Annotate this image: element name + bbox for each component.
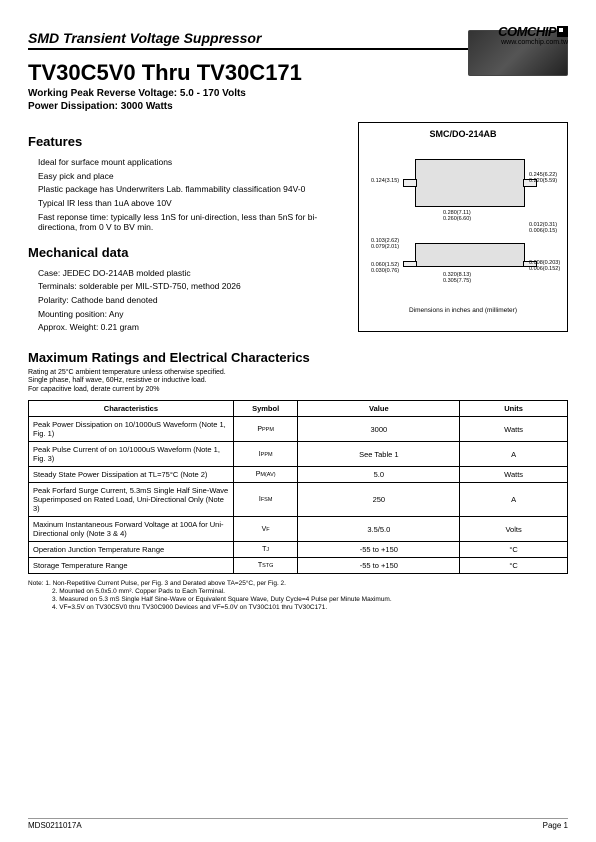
ratings-tbody: Peak Power Dissipation on 10/1000uS Wave…: [29, 417, 568, 574]
pkg-lead: [403, 261, 417, 267]
mechanical-list: Case: JEDEC DO-214AB molded plastic Term…: [28, 268, 344, 333]
dim-label: 0.124(3.15): [371, 179, 399, 185]
left-column: Features Ideal for surface mount applica…: [28, 122, 344, 336]
cell-unit: Watts: [460, 417, 568, 442]
pkg-lead: [403, 179, 417, 187]
feature-item: Plastic package has Underwriters Lab. fl…: [38, 184, 344, 195]
cell-sym: TJ: [233, 542, 298, 558]
features-list: Ideal for surface mount applications Eas…: [28, 157, 344, 233]
doc-title: SMD Transient Voltage Suppressor: [28, 30, 261, 46]
dim-label: 0.320(8.13) 0.305(7.75): [443, 273, 471, 284]
table-row: Operation Junction Temperature RangeTJ-5…: [29, 542, 568, 558]
th-characteristics: Characteristics: [29, 401, 234, 417]
ratings-table: Characteristics Symbol Value Units Peak …: [28, 400, 568, 574]
cell-val: -55 to +150: [298, 558, 460, 574]
main-two-col: Features Ideal for surface mount applica…: [28, 122, 568, 336]
table-row: Maxinum Instantaneous Forward Voltage at…: [29, 517, 568, 542]
page-number: Page 1: [543, 821, 568, 830]
cell-char: Peak Forfard Surge Current, 5.3mS Single…: [29, 483, 234, 517]
mech-item: Polarity: Cathode band denoted: [38, 295, 344, 306]
dim-label: 0.103(2.62) 0.079(2.01): [371, 239, 399, 250]
mech-item: Mounting position: Any: [38, 309, 344, 320]
cell-char: Storage Temperature Range: [29, 558, 234, 574]
doc-id: MDS0211017A: [28, 821, 82, 830]
cell-unit: A: [460, 483, 568, 517]
dim-label: 0.008(0.203) 0.006(0.152): [529, 261, 560, 272]
dim-label: 0.060(1.52) 0.030(0.76): [371, 263, 399, 274]
cell-val: 3000: [298, 417, 460, 442]
th-value: Value: [298, 401, 460, 417]
footnotes: Note: 1. Non-Repetitive Current Pulse, p…: [28, 580, 568, 613]
table-header-row: Characteristics Symbol Value Units: [29, 401, 568, 417]
cell-sym: PPPM: [233, 417, 298, 442]
footnote: 2. Mounted on 5.0x5.0 mm². Copper Pads t…: [28, 588, 568, 596]
package-drawing: SMC/DO-214AB 0.124(3.15) 0.245(6.22) 0.2…: [358, 122, 568, 332]
ratings-note: Rating at 25°C ambient temperature unles…: [28, 369, 568, 394]
cell-unit: °C: [460, 542, 568, 558]
feature-item: Easy pick and place: [38, 171, 344, 182]
pkg-top-view: [415, 159, 525, 207]
spec-voltage: Working Peak Reverse Voltage: 5.0 - 170 …: [28, 88, 568, 99]
mechanical-heading: Mechanical data: [28, 245, 344, 260]
cell-sym: VF: [233, 517, 298, 542]
mech-item: Case: JEDEC DO-214AB molded plastic: [38, 268, 344, 279]
cell-char: Maxinum Instantaneous Forward Voltage at…: [29, 517, 234, 542]
feature-item: Typical IR less than 1uA above 10V: [38, 198, 344, 209]
table-row: Peak Forfard Surge Current, 5.3mS Single…: [29, 483, 568, 517]
mech-item: Approx. Weight: 0.21 gram: [38, 322, 344, 333]
mech-item: Terminals: solderable per MIL-STD-750, m…: [38, 281, 344, 292]
right-column: SMC/DO-214AB 0.124(3.15) 0.245(6.22) 0.2…: [358, 122, 568, 336]
feature-item: Fast reponse time: typically less 1nS fo…: [38, 212, 344, 233]
cell-char: Steady State Power Dissipation at TL=75°…: [29, 467, 234, 483]
table-row: Peak Pulse Current of on 10/1000uS Wavef…: [29, 442, 568, 467]
table-row: Peak Power Dissipation on 10/1000uS Wave…: [29, 417, 568, 442]
cell-val: See Table 1: [298, 442, 460, 467]
cell-val: -55 to +150: [298, 542, 460, 558]
cell-val: 250: [298, 483, 460, 517]
cell-unit: °C: [460, 558, 568, 574]
cell-sym: IFSM: [233, 483, 298, 517]
spec-power: Power Dissipation: 3000 Watts: [28, 101, 568, 112]
footnote: 4. VF=3.5V on TV30C5V0 thru TV30C900 Dev…: [28, 604, 568, 612]
dim-label: 0.012(0.31) 0.006(0.15): [529, 223, 557, 234]
brand-block: COMCHIP www.comchip.com.tw: [498, 24, 568, 46]
feature-item: Ideal for surface mount applications: [38, 157, 344, 168]
package-note: Dimensions in inches and (millimeter): [365, 307, 561, 314]
brand-url: www.comchip.com.tw: [498, 39, 568, 46]
cell-char: Operation Junction Temperature Range: [29, 542, 234, 558]
cell-sym: PM(AV): [233, 467, 298, 483]
cell-val: 5.0: [298, 467, 460, 483]
cell-char: Peak Pulse Current of on 10/1000uS Wavef…: [29, 442, 234, 467]
brand-name: COMCHIP: [498, 24, 556, 39]
cell-char: Peak Power Dissipation on 10/1000uS Wave…: [29, 417, 234, 442]
table-row: Storage Temperature RangeTSTG-55 to +150…: [29, 558, 568, 574]
footnote: Note: 1. Non-Repetitive Current Pulse, p…: [28, 580, 568, 588]
cell-unit: Volts: [460, 517, 568, 542]
cell-unit: A: [460, 442, 568, 467]
footnote: 3. Measured on 5.3 mS Single Half Sine-W…: [28, 596, 568, 604]
cell-sym: IPPM: [233, 442, 298, 467]
cell-unit: Watts: [460, 467, 568, 483]
page-footer: MDS0211017A Page 1: [28, 818, 568, 830]
maxratings-heading: Maximum Ratings and Electrical Character…: [28, 350, 568, 365]
brand-icon: [557, 26, 568, 37]
dim-label: 0.280(7.11) 0.260(6.60): [443, 211, 471, 222]
package-outline: 0.124(3.15) 0.245(6.22) 0.220(5.59) 0.28…: [365, 143, 561, 303]
brand-logo: COMCHIP: [498, 24, 568, 39]
cell-sym: TSTG: [233, 558, 298, 574]
th-symbol: Symbol: [233, 401, 298, 417]
cell-val: 3.5/5.0: [298, 517, 460, 542]
package-title: SMC/DO-214AB: [365, 129, 561, 139]
dim-label: 0.245(6.22) 0.220(5.59): [529, 173, 557, 184]
features-heading: Features: [28, 134, 344, 149]
pkg-side-view: [415, 243, 525, 267]
table-row: Steady State Power Dissipation at TL=75°…: [29, 467, 568, 483]
th-units: Units: [460, 401, 568, 417]
